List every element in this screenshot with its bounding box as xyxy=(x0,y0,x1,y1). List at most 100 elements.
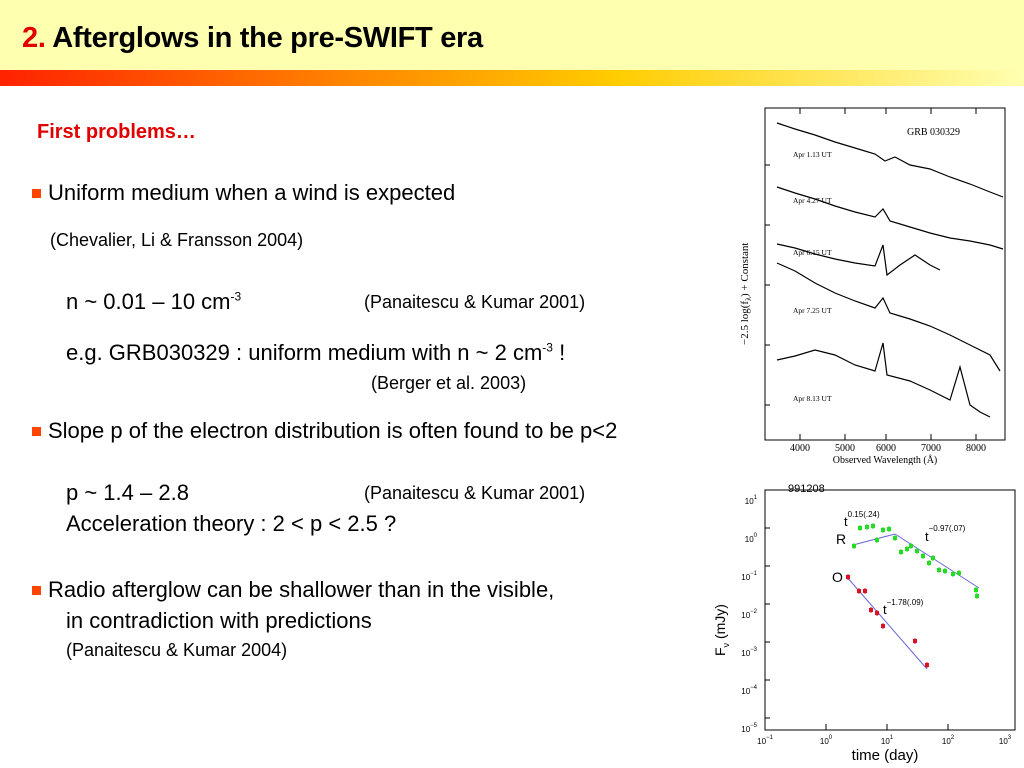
lightcurve-x-ticklabels: 10−1 100 101 102 103 xyxy=(757,735,1012,746)
band-label-o: O xyxy=(832,569,843,585)
spectrum-apr8 xyxy=(776,342,991,418)
title-banner xyxy=(0,0,1024,70)
r-band-point xyxy=(943,569,947,573)
example-exp: -3 xyxy=(542,340,553,355)
o-band-point xyxy=(925,663,929,667)
example-line: e.g. GRB030329 : uniform medium with n ~… xyxy=(66,340,565,366)
o-band-point xyxy=(863,589,867,593)
spectrum-ticks xyxy=(765,108,977,440)
r-band-point xyxy=(881,528,885,532)
slide-title: 2. Afterglows in the pre-SWIFT era xyxy=(22,22,483,55)
r-band-point xyxy=(899,550,903,554)
series-label-apr7: Apr 7.25 UT xyxy=(793,306,832,315)
density-exp: -3 xyxy=(230,289,242,304)
r-band-point xyxy=(865,525,869,529)
y-tick: 101 xyxy=(745,495,758,506)
spectrum-xtick: 7000 xyxy=(921,443,941,454)
title-text: Afterglows in the pre-SWIFT era xyxy=(52,22,483,54)
lightcurve-figure: 991208 101 100 10−1 10−2 10−3 10−4 10−5 … xyxy=(712,483,1016,764)
title-number: 2. xyxy=(22,22,46,54)
density-text: n ~ 0.01 – 10 cm xyxy=(66,289,231,314)
slope-annotation-o: t−1.78(.09) xyxy=(883,598,924,617)
bullet-2: Slope p of the electron distribution is … xyxy=(32,418,617,444)
subtitle: First problems… xyxy=(37,121,196,143)
r-band-point xyxy=(852,544,856,548)
x-tick: 102 xyxy=(942,735,955,746)
o-band-point xyxy=(869,608,873,612)
lightcurve-ticks xyxy=(765,527,949,730)
r-band-point xyxy=(905,547,909,551)
spectrum-xtick: 6000 xyxy=(876,443,896,454)
r-band-point xyxy=(887,527,891,531)
ref-chevalier: (Chevalier, Li & Fransson 2004) xyxy=(50,230,304,250)
bullet-3: Radio afterglow can be shallower than in… xyxy=(32,577,554,603)
x-tick: 100 xyxy=(820,735,833,746)
spectrum-x-ticklabels: 4000 5000 6000 7000 8000 xyxy=(790,443,986,454)
spectrum-apr7 xyxy=(776,262,1001,372)
fit-line-r2 xyxy=(894,533,980,589)
lightcurve-label: 991208 xyxy=(788,483,825,495)
y-tick: 10−5 xyxy=(741,723,757,734)
r-band-point xyxy=(975,594,979,598)
o-band-point xyxy=(846,575,850,579)
spectrum-figure: GRB 030329 Apr 1.13 UT Apr 4.27 UT Apr 6… xyxy=(739,107,1006,465)
slope-annotation-r2: t−0.97(.07) xyxy=(925,524,966,544)
series-label-apr1: Apr 1.13 UT xyxy=(793,150,832,159)
slope-annotation-r1: t0.15(.24) xyxy=(844,510,880,529)
r-band-point xyxy=(921,554,925,558)
spectrum-xtick: 8000 xyxy=(966,443,986,454)
bullet-1: Uniform medium when a wind is expected xyxy=(32,180,455,206)
fit-line-r1 xyxy=(852,533,896,546)
spectrum-apr1 xyxy=(776,122,1004,198)
example-end: ! xyxy=(552,340,566,365)
bullet-square-icon xyxy=(32,189,41,198)
spectrum-ylabel: −2.5 log(fλ) + Constant xyxy=(739,243,753,345)
series-label-apr8: Apr 8.13 UT xyxy=(793,394,832,403)
lightcurve-y-ticklabels: 101 100 10−1 10−2 10−3 10−4 10−5 xyxy=(741,495,757,734)
ref-panaitescu-1: (Panaitescu & Kumar 2001) xyxy=(364,292,586,312)
y-tick: 10−1 xyxy=(741,571,757,582)
o-band-point xyxy=(875,611,879,615)
y-tick: 10−2 xyxy=(741,609,757,620)
spectrum-label: GRB 030329 xyxy=(907,127,960,138)
o-band-point xyxy=(857,589,861,593)
x-tick: 103 xyxy=(999,735,1012,746)
slope-range: p ~ 1.4 – 2.8 xyxy=(66,480,189,505)
spectrum-xtick: 5000 xyxy=(835,443,855,454)
lightcurve-frame xyxy=(764,489,1016,731)
x-tick: 101 xyxy=(881,735,894,746)
bullet-2-text: Slope p of the electron distribution is … xyxy=(48,418,618,443)
bullet-3-text: Radio afterglow can be shallower than in… xyxy=(48,577,555,602)
r-band-point xyxy=(909,544,913,548)
spectrum-apr6 xyxy=(776,243,941,277)
o-band-points xyxy=(846,574,929,668)
lightcurve-xlabel: time (day) xyxy=(852,747,919,764)
bullet-1-text: Uniform medium when a wind is expected xyxy=(48,180,456,205)
ref-panaitescu-2: (Panaitescu & Kumar 2001) xyxy=(364,483,586,503)
lightcurve-ylabel: Fν (mJy) xyxy=(712,604,731,656)
x-tick: 10−1 xyxy=(757,735,773,746)
r-band-point xyxy=(951,572,955,576)
bullet-3-continuation: in contradiction with predictions xyxy=(66,608,372,633)
r-band-point xyxy=(931,556,935,560)
ref-panaitescu-3: (Panaitescu & Kumar 2004) xyxy=(66,640,288,660)
r-band-point xyxy=(858,526,862,530)
series-label-apr6: Apr 6.15 UT xyxy=(793,248,832,257)
o-band-point xyxy=(913,639,917,643)
y-tick: 10−3 xyxy=(741,647,757,658)
ref-berger: (Berger et al. 2003) xyxy=(371,373,527,393)
r-band-point xyxy=(927,561,931,565)
spectrum-xtick: 4000 xyxy=(790,443,810,454)
gradient-bar xyxy=(0,70,1024,86)
spectrum-apr4 xyxy=(776,186,1004,250)
r-band-point xyxy=(871,524,875,528)
series-label-apr4: Apr 4.27 UT xyxy=(793,196,832,205)
r-band-point xyxy=(937,568,941,572)
spectrum-series-labels: Apr 1.13 UT Apr 4.27 UT Apr 6.15 UT Apr … xyxy=(793,150,832,403)
r-band-point xyxy=(957,571,961,575)
y-tick: 100 xyxy=(745,533,758,544)
spectrum-curves xyxy=(776,122,1004,418)
bullet-square-icon xyxy=(32,427,41,436)
y-tick: 10−4 xyxy=(741,685,757,696)
density-line: n ~ 0.01 – 10 cm-3 xyxy=(66,289,241,315)
